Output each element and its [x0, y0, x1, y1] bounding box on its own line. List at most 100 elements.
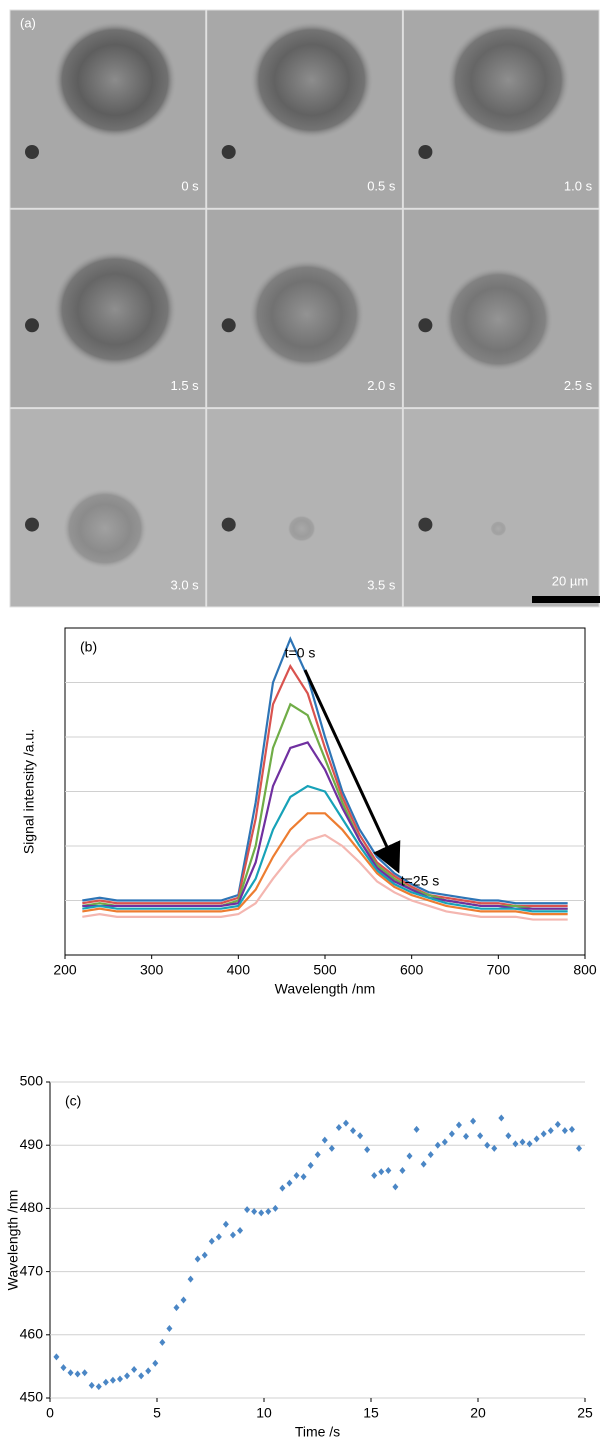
- panel-label: (a): [20, 15, 36, 30]
- data-point: [314, 1151, 321, 1159]
- panel-label: (c): [65, 1093, 81, 1109]
- data-point: [576, 1144, 583, 1152]
- cell-blob: [287, 515, 316, 542]
- data-point: [378, 1168, 385, 1176]
- data-point: [385, 1166, 392, 1174]
- spectrum-line: [82, 833, 568, 921]
- data-point: [505, 1132, 512, 1140]
- data-point: [145, 1367, 152, 1375]
- data-point: [194, 1255, 201, 1263]
- x-tick-label: 400: [227, 962, 251, 978]
- particle: [25, 318, 39, 333]
- data-point: [237, 1227, 244, 1235]
- data-point: [413, 1125, 420, 1133]
- frame-label: 1.0 s: [564, 179, 593, 194]
- data-point: [180, 1296, 187, 1304]
- data-point: [81, 1369, 88, 1377]
- particle: [418, 145, 433, 159]
- x-tick-label: 800: [573, 962, 597, 978]
- data-point: [229, 1231, 236, 1239]
- data-point: [67, 1369, 74, 1377]
- data-point: [491, 1144, 498, 1152]
- data-point: [201, 1251, 208, 1259]
- x-tick-label: 300: [140, 962, 164, 978]
- data-point: [208, 1237, 215, 1245]
- data-point: [215, 1233, 222, 1241]
- data-point: [300, 1173, 307, 1181]
- frame-label: 0 s: [181, 179, 199, 194]
- cell-blob: [490, 521, 507, 537]
- annotation: t=25 s: [401, 873, 440, 889]
- x-tick-label: 200: [53, 962, 77, 978]
- x-axis-label: Time /s: [295, 1424, 340, 1440]
- data-point: [420, 1160, 427, 1168]
- image-frame: [402, 408, 600, 608]
- particle: [25, 145, 39, 159]
- data-point: [279, 1184, 286, 1192]
- cell-blob: [248, 259, 365, 370]
- annotation: t=0 s: [285, 645, 316, 661]
- x-tick-label: 5: [153, 1405, 161, 1421]
- data-point: [138, 1372, 145, 1380]
- data-point: [448, 1130, 455, 1138]
- data-point: [568, 1125, 575, 1133]
- frame-label: 1.5 s: [171, 378, 200, 393]
- data-point: [74, 1370, 81, 1378]
- data-point: [470, 1117, 477, 1125]
- y-tick-label: 490: [20, 1136, 44, 1152]
- scale-bar-label: 20 µm: [552, 573, 588, 588]
- data-point: [342, 1119, 349, 1127]
- data-point: [187, 1275, 194, 1283]
- data-point: [222, 1220, 229, 1228]
- data-point: [286, 1179, 293, 1187]
- panel-label: (b): [80, 639, 97, 655]
- data-point: [173, 1304, 180, 1312]
- data-point: [258, 1209, 265, 1217]
- data-point: [554, 1120, 561, 1128]
- y-axis-label: Wavelength /nm: [5, 1190, 21, 1291]
- particle: [418, 318, 433, 333]
- cell-blob: [63, 488, 147, 569]
- cell-blob: [446, 21, 571, 139]
- y-tick-label: 500: [20, 1073, 44, 1089]
- data-point: [463, 1132, 470, 1140]
- x-tick-label: 15: [363, 1405, 379, 1421]
- image-frame: [206, 408, 403, 608]
- cell-blob: [443, 267, 554, 372]
- data-point: [526, 1140, 533, 1148]
- data-point: [540, 1130, 547, 1138]
- data-point: [371, 1172, 378, 1180]
- cell-blob: [53, 250, 177, 369]
- data-point: [399, 1166, 406, 1174]
- data-point: [95, 1383, 102, 1391]
- data-point: [265, 1208, 272, 1216]
- frame-label: 3.5 s: [367, 577, 396, 592]
- x-tick-label: 500: [313, 962, 337, 978]
- frame-label: 0.5 s: [367, 179, 396, 194]
- spectrum-line: [82, 741, 568, 910]
- data-point: [116, 1375, 123, 1383]
- x-tick-label: 700: [487, 962, 511, 978]
- frame-label: 3.0 s: [171, 577, 200, 592]
- data-point: [392, 1183, 399, 1191]
- particle: [221, 145, 236, 159]
- data-point: [434, 1141, 441, 1149]
- particle: [418, 517, 433, 532]
- data-point: [272, 1204, 279, 1212]
- cell-blob: [249, 21, 374, 139]
- arrow: [303, 669, 401, 874]
- y-tick-label: 460: [20, 1326, 44, 1342]
- y-tick-label: 450: [20, 1389, 44, 1405]
- data-point: [357, 1132, 364, 1140]
- spectrum-line: [82, 812, 568, 916]
- data-point: [102, 1378, 109, 1386]
- data-point: [350, 1127, 357, 1135]
- y-axis-label: Signal intensity /a.u.: [21, 729, 37, 854]
- plot-area: [50, 1082, 585, 1398]
- data-point: [53, 1353, 60, 1361]
- data-point: [109, 1376, 116, 1384]
- x-tick-label: 20: [470, 1405, 486, 1421]
- scale-bar: [532, 596, 600, 603]
- data-point: [427, 1151, 434, 1159]
